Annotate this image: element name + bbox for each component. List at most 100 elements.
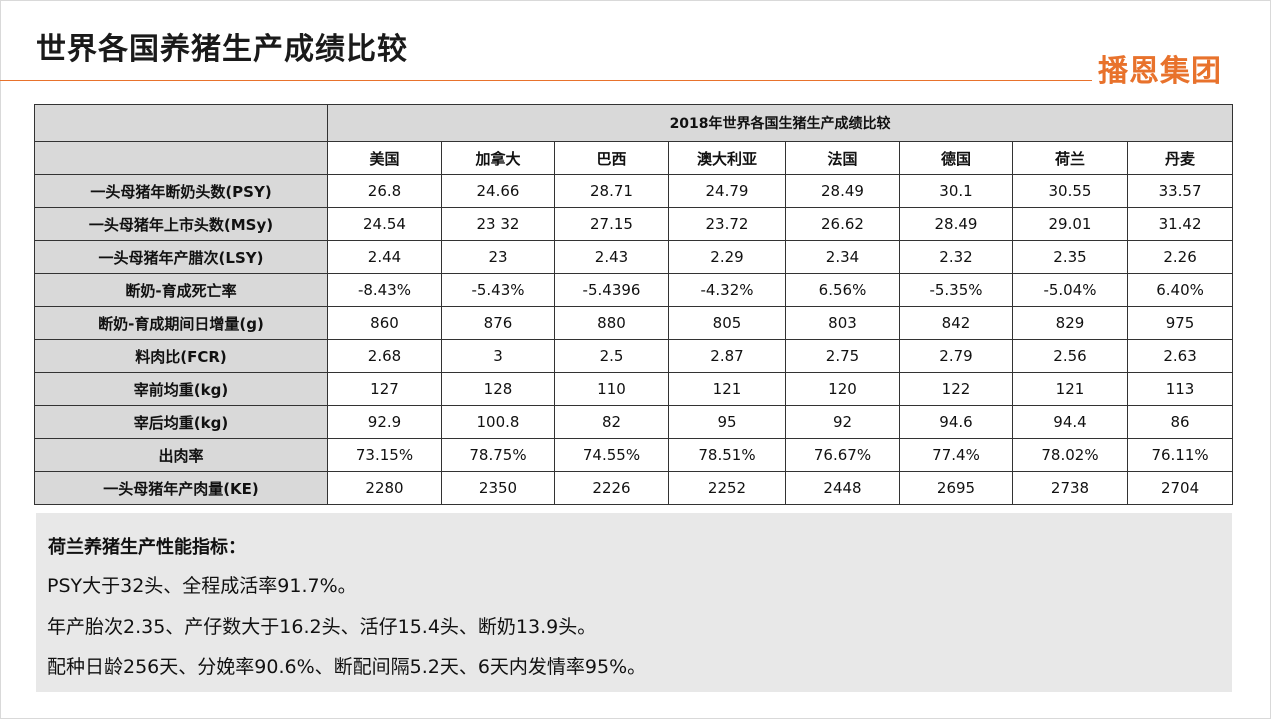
table-cell: -5.43% xyxy=(441,273,555,307)
table-cell: 805 xyxy=(668,306,786,340)
notes-line: PSY大于32头、全程成活率91.7%。 xyxy=(47,575,357,597)
notes-panel: 荷兰养猪生产性能指标： PSY大于32头、全程成活率91.7%。 年产胎次2.3… xyxy=(36,513,1232,692)
table-cell: 2.43 xyxy=(554,240,669,274)
table-cell: -5.4396 xyxy=(554,273,669,307)
table-cell: 2.26 xyxy=(1126,240,1234,274)
country-header-cell: 澳大利亚 xyxy=(668,141,786,175)
table-cell: -8.43% xyxy=(327,273,442,307)
row-label: 料肉比(FCR) xyxy=(34,339,328,373)
table-cell: 975 xyxy=(1126,306,1234,340)
table-cell: 120 xyxy=(785,372,900,406)
table-cell: 121 xyxy=(1012,372,1128,406)
table-cell: 2252 xyxy=(668,471,786,505)
table-cell: 28.71 xyxy=(554,174,669,208)
row-label: 一头母猪年产肉量(KE) xyxy=(34,471,328,505)
row-label: 断奶-育成期间日增量(g) xyxy=(34,306,328,340)
row-label: 宰后均重(kg) xyxy=(34,405,328,439)
table-cell: 23.72 xyxy=(668,207,786,241)
row-label: 一头母猪年断奶头数(PSY) xyxy=(34,174,328,208)
table-caption: 2018年世界各国生猪生产成绩比较 xyxy=(326,104,1234,142)
table-cell: 2.56 xyxy=(1012,339,1128,373)
row-label: 宰前均重(kg) xyxy=(34,372,328,406)
brand-logo: 播恩集团 xyxy=(1098,54,1222,89)
country-header-cell: 加拿大 xyxy=(441,141,555,175)
table-corner-cell xyxy=(34,104,328,142)
table-cell: 77.4% xyxy=(899,438,1013,472)
table-cell: 92.9 xyxy=(327,405,442,439)
table-row: 一头母猪年断奶头数(PSY) 26.8 24.66 28.71 24.79 28.49 30… xyxy=(34,174,1234,208)
table-cell: 2.5 xyxy=(554,339,669,373)
table-cell: 2.32 xyxy=(899,240,1013,274)
page-title: 世界各国养猪生产成绩比较 xyxy=(36,32,408,67)
table-cell: 2.68 xyxy=(327,339,442,373)
table-cell: 23 32 xyxy=(441,207,555,241)
table-cell: 2280 xyxy=(327,471,442,505)
table-cell: 24.54 xyxy=(327,207,442,241)
country-header-cell: 巴西 xyxy=(554,141,669,175)
title-divider xyxy=(0,80,1092,81)
table-cell: 73.15% xyxy=(327,438,442,472)
table-cell: 2695 xyxy=(899,471,1013,505)
table-cell: 6.56% xyxy=(785,273,900,307)
table-cell: 24.66 xyxy=(441,174,555,208)
table-cell: 100.8 xyxy=(441,405,555,439)
country-header-row: 美国 加拿大 巴西 澳大利亚 法国 德国 荷兰 丹麦 xyxy=(34,141,1234,175)
table-row: 一头母猪年产肉量(KE) 2280 2350 2226 2252 2448 2695 2738… xyxy=(34,471,1234,505)
table-cell: 78.02% xyxy=(1012,438,1128,472)
country-header-cell: 美国 xyxy=(327,141,442,175)
table-cell: 33.57 xyxy=(1126,174,1234,208)
table-row: 断奶-育成死亡率 -8.43% -5.43% -5.4396 -4.32% 6.56% -5… xyxy=(34,273,1234,307)
table-cell: 23 xyxy=(441,240,555,274)
table-cell: -4.32% xyxy=(668,273,786,307)
table-cell: 29.01 xyxy=(1012,207,1128,241)
table-cell: 2.79 xyxy=(899,339,1013,373)
table-row: 出肉率 73.15% 78.75% 74.55% 78.51% 76.67% 77.4% 78… xyxy=(34,438,1234,472)
table-cell: 2448 xyxy=(785,471,900,505)
table-cell: 92 xyxy=(785,405,900,439)
table-cell: 86 xyxy=(1126,405,1234,439)
table-cell: 880 xyxy=(554,306,669,340)
country-header-cell: 荷兰 xyxy=(1012,141,1128,175)
row-label: 一头母猪年上市头数(MSy) xyxy=(34,207,328,241)
table-cell: 76.67% xyxy=(785,438,900,472)
table-cell: 803 xyxy=(785,306,900,340)
table-cell: 2704 xyxy=(1126,471,1234,505)
table-cell: 2.34 xyxy=(785,240,900,274)
table-cell: 2.44 xyxy=(327,240,442,274)
table-cell: -5.04% xyxy=(1012,273,1128,307)
table-cell: 26.62 xyxy=(785,207,900,241)
table-row: 宰前均重(kg) 127 128 110 121 120 122 121 113 xyxy=(34,372,1234,406)
table-cell: 2.35 xyxy=(1012,240,1128,274)
table-cell: 30.1 xyxy=(899,174,1013,208)
table-cell: 2.63 xyxy=(1126,339,1234,373)
table-cell: 82 xyxy=(554,405,669,439)
table-cell: 128 xyxy=(441,372,555,406)
table-cell: -5.35% xyxy=(899,273,1013,307)
table-cell: 27.15 xyxy=(554,207,669,241)
table-cell: 94.6 xyxy=(899,405,1013,439)
table-cell: 31.42 xyxy=(1126,207,1234,241)
table-row: 一头母猪年上市头数(MSy) 24.54 23 32 27.15 23.72 26.62 2… xyxy=(34,207,1234,241)
table-cell: 2.87 xyxy=(668,339,786,373)
table-cell: 110 xyxy=(554,372,669,406)
table-cell: 95 xyxy=(668,405,786,439)
table-cell: 2226 xyxy=(554,471,669,505)
comparison-table: 2018年世界各国生猪生产成绩比较 美国 加拿大 巴西 澳大利亚 法国 德国 荷兰 丹麦 一头… xyxy=(34,104,1234,505)
table-cell: 842 xyxy=(899,306,1013,340)
country-header-cell: 丹麦 xyxy=(1126,141,1234,175)
row-label: 断奶-育成死亡率 xyxy=(34,273,328,307)
table-cell: 122 xyxy=(899,372,1013,406)
table-cell: 76.11% xyxy=(1126,438,1234,472)
table-cell: 860 xyxy=(327,306,442,340)
table-row: 一头母猪年产腊次(LSY) 2.44 23 2.43 2.29 2.34 2.32 2.35 2… xyxy=(34,240,1234,274)
table-cell: 94.4 xyxy=(1012,405,1128,439)
table-row: 料肉比(FCR) 2.68 3 2.5 2.87 2.75 2.79 2.56 2.63 xyxy=(34,339,1234,373)
table-row: 断奶-育成期间日增量(g) 860 876 880 805 803 842 829 975 xyxy=(34,306,1234,340)
country-header-cell: 德国 xyxy=(899,141,1013,175)
table-cell: 121 xyxy=(668,372,786,406)
table-cell: 78.75% xyxy=(441,438,555,472)
table-cell: 2.75 xyxy=(785,339,900,373)
table-cell: 24.79 xyxy=(668,174,786,208)
table-cell: 26.8 xyxy=(327,174,442,208)
table-row: 宰后均重(kg) 92.9 100.8 82 95 92 94.6 94.4 86 xyxy=(34,405,1234,439)
